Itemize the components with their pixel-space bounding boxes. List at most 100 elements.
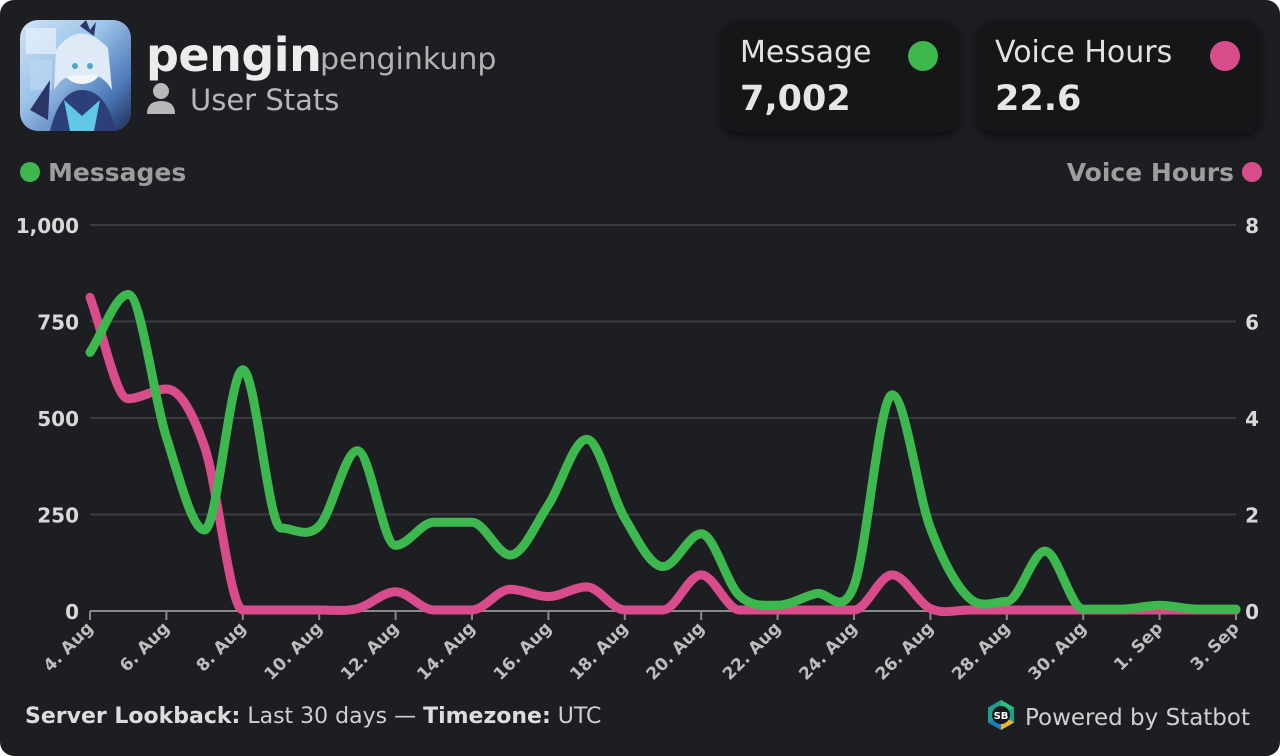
- x-tick-label: 3. Sep: [1187, 618, 1244, 675]
- messages-point: [968, 596, 970, 598]
- voice-hours-point: [433, 609, 435, 611]
- messages-point: [395, 544, 397, 546]
- messages-point: [509, 554, 511, 556]
- x-tick-label: 8. Aug: [193, 618, 251, 676]
- legend-messages: Messages: [20, 157, 186, 187]
- messages-point: [586, 438, 588, 440]
- legend-messages-label: Messages: [48, 157, 187, 187]
- subtitle-label: User Stats: [190, 83, 340, 117]
- voice-hours-point: [891, 574, 893, 576]
- messages-point: [165, 436, 167, 438]
- timezone-label: Timezone:: [423, 704, 551, 729]
- messages-point: [318, 525, 320, 527]
- messages-point: [1197, 608, 1199, 610]
- y-left-tick-label: 250: [37, 504, 79, 528]
- messages-point: [1006, 600, 1008, 602]
- messages-point: [356, 450, 358, 452]
- x-tick-label: 18. Aug: [566, 618, 632, 684]
- messages-point: [204, 529, 206, 531]
- voice-hours-point: [1006, 609, 1008, 611]
- legend-voice-label: Voice Hours: [1066, 157, 1234, 187]
- messages-point: [1120, 608, 1122, 610]
- voice-hours-point: [968, 609, 970, 611]
- messages-point: [89, 351, 91, 353]
- username: penginkunp: [320, 42, 497, 77]
- voice-hours-point: [700, 574, 702, 576]
- messages-point: [471, 521, 473, 523]
- x-tick-label: 10. Aug: [261, 618, 327, 684]
- messages-point: [777, 604, 779, 606]
- y-right-tick-label: 2: [1245, 504, 1259, 528]
- voice-stat-card: Voice Hours 22.6: [977, 21, 1260, 132]
- statbot-logo-text: SB: [994, 711, 1009, 722]
- x-tick-label: 26. Aug: [872, 618, 938, 684]
- voice-stat-label: Voice Hours: [995, 35, 1173, 70]
- message-stat-value: 7,002: [740, 79, 851, 119]
- messages-point: [433, 521, 435, 523]
- x-tick-label: 1. Sep: [1110, 618, 1167, 675]
- powered-by[interactable]: SB Powered by Statbot: [985, 699, 1250, 737]
- voice-hours-point: [318, 609, 320, 611]
- timezone-value: UTC: [557, 704, 602, 729]
- voice-stat-value: 22.6: [995, 79, 1082, 119]
- y-right-tick-label: 0: [1245, 600, 1259, 624]
- voice-hours-point: [89, 296, 91, 298]
- x-tick-label: 20. Aug: [643, 618, 709, 684]
- messages-point: [242, 369, 244, 371]
- voice-hours-point: [280, 609, 282, 611]
- message-color-dot: [908, 41, 938, 71]
- statbot-logo-icon: SB: [985, 699, 1017, 737]
- subtitle: User Stats: [146, 82, 339, 118]
- voice-hours-point: [853, 609, 855, 611]
- y-right-tick-label: 4: [1245, 407, 1259, 431]
- voice-hours-point: [547, 596, 549, 598]
- voice-hours-point: [471, 609, 473, 611]
- messages-point: [738, 595, 740, 597]
- voice-hours-point: [662, 609, 664, 611]
- x-tick-label: 6. Aug: [116, 618, 174, 676]
- messages-point: [700, 533, 702, 535]
- x-tick-label: 12. Aug: [337, 618, 403, 684]
- messages-point: [891, 394, 893, 396]
- voice-hours-point: [815, 609, 817, 611]
- y-left-tick-label: 1,000: [16, 214, 79, 238]
- legend-messages-dot: [20, 162, 40, 182]
- messages-point: [547, 504, 549, 506]
- messages-point: [815, 593, 817, 595]
- voice-hours-point: [127, 398, 129, 400]
- messages-point: [280, 527, 282, 529]
- footer-info: Server Lookback: Last 30 days — Timezone…: [25, 704, 601, 729]
- avatar: [20, 20, 131, 131]
- x-tick-label: 14. Aug: [413, 618, 479, 684]
- messages-point: [929, 527, 931, 529]
- messages-point: [1159, 604, 1161, 606]
- y-right-tick-label: 6: [1245, 311, 1259, 335]
- y-left-tick-label: 500: [37, 407, 79, 431]
- legend-voice: Voice Hours: [1067, 157, 1262, 187]
- voice-hours-point: [509, 588, 511, 590]
- messages-point: [1044, 550, 1046, 552]
- messages-point: [624, 517, 626, 519]
- voice-hours-point: [586, 586, 588, 588]
- legend-voice-dot: [1242, 162, 1262, 182]
- y-left-tick-label: 750: [37, 311, 79, 335]
- lookback-label: Server Lookback:: [25, 704, 241, 729]
- x-tick-label: 22. Aug: [719, 618, 785, 684]
- voice-hours-point: [242, 609, 244, 611]
- y-right-tick-label: 8: [1245, 214, 1259, 238]
- lookback-value: Last 30 days: [247, 704, 388, 729]
- messages-line: [85, 289, 1241, 614]
- voice-hours-point: [395, 591, 397, 593]
- user-icon: [146, 82, 176, 118]
- messages-point: [127, 293, 129, 295]
- voice-hours-point: [1044, 609, 1046, 611]
- display-name: pengin: [146, 28, 322, 82]
- messages-point: [662, 566, 664, 568]
- voice-hours-point: [777, 609, 779, 611]
- voice-hours-point: [204, 446, 206, 448]
- messages-point: [1235, 608, 1237, 610]
- voice-hours-line: [85, 292, 1241, 617]
- footer-separator: —: [394, 704, 417, 729]
- message-stat-label: Message: [740, 35, 872, 70]
